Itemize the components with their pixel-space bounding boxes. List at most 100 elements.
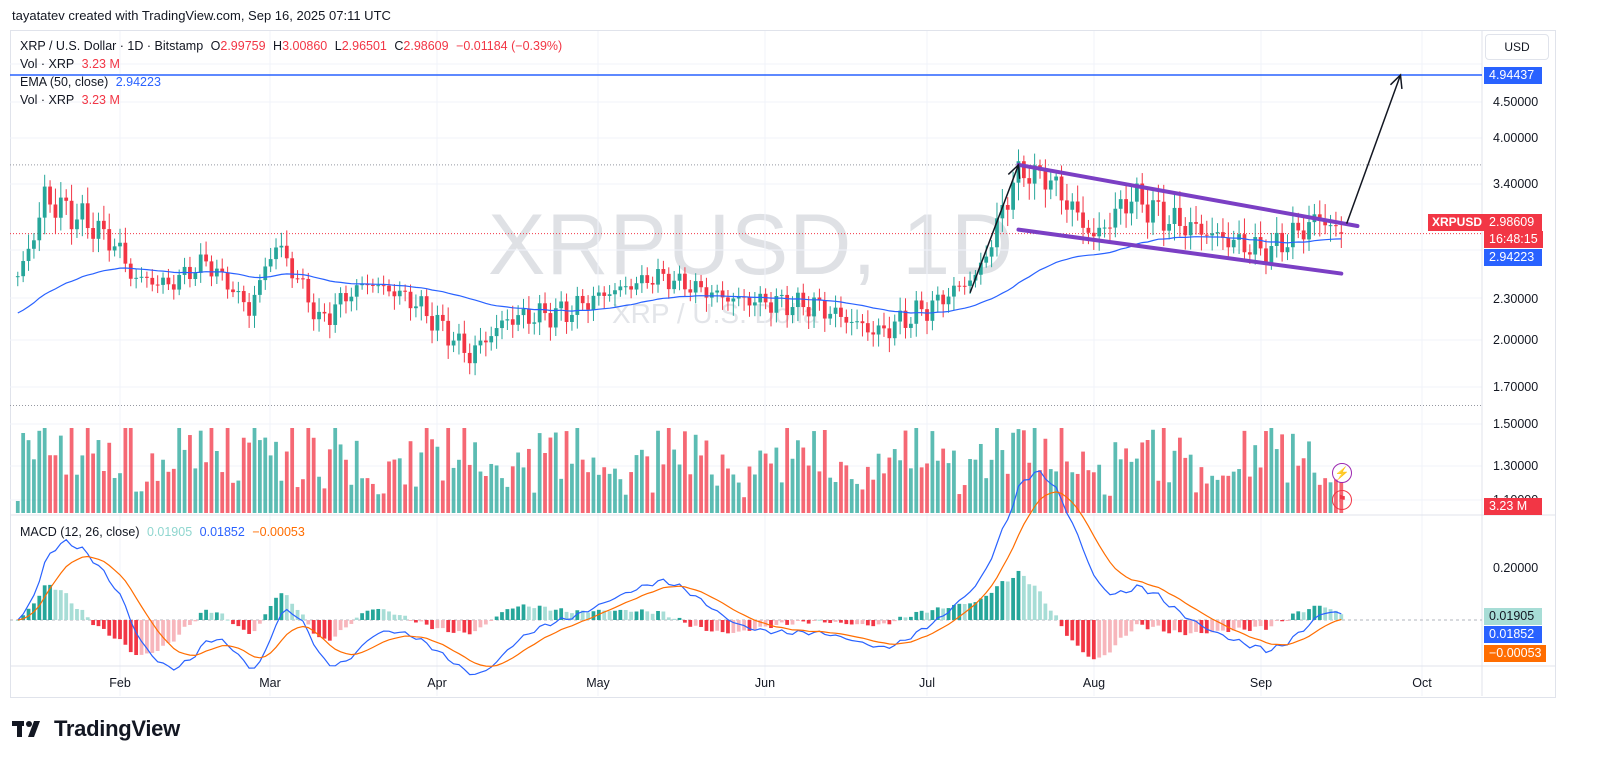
candle-body [274,247,278,260]
macd-histogram-bar [1199,620,1204,634]
candle-body [435,314,440,331]
volume-bar [1237,469,1241,513]
macd-histogram-bar [258,620,262,624]
volume-bar [101,470,106,513]
volume-bar [1172,450,1177,513]
volume-bar [1280,434,1284,513]
candle-body [607,294,612,296]
time-tick: Sep [1249,676,1273,690]
candle-body [1065,200,1069,210]
macd-histogram-bar [387,611,391,620]
candle-body [1054,176,1059,181]
volume-bar [32,459,36,513]
tradingview-logo[interactable]: TradingView [12,716,180,742]
macd-histogram-bar [1156,620,1161,626]
candle-body [876,325,881,335]
candle-body [952,285,956,297]
candle-body [1102,227,1107,229]
volume-legend-2[interactable]: Vol · XRP 3.23 M [20,93,124,107]
volume-bar [1102,494,1107,513]
macd-histogram-bar [968,603,972,620]
candle-body [1307,222,1311,240]
volume-bar [892,449,897,513]
candle-body [1226,237,1231,248]
volume-bar [1038,470,1042,513]
volume-bar [209,428,214,513]
flag-icon[interactable]: ⚑ [1332,490,1352,510]
candle-body [306,278,311,303]
candle-body [209,261,214,277]
macd-histogram-bar [812,620,816,621]
volume-bar [543,453,547,513]
volume-bar [699,455,703,513]
volume-bar [75,474,79,513]
volume-bar [376,494,381,513]
candle-body [559,301,564,309]
volume-bar [898,460,903,513]
candle-body [839,307,843,317]
price-tick: 4.00000 [1493,131,1539,145]
macd-histogram-bar [666,617,671,620]
macd-histogram-bar [333,620,338,637]
candle-body [989,247,994,257]
macd-histogram-bar [263,614,268,620]
volume-bar [1178,437,1182,513]
macd-histogram-bar [1183,620,1188,636]
candle-body [1161,201,1166,231]
candle-body [586,303,590,310]
symbol-badge: XRPUSD [1428,214,1487,231]
volume-bar [527,448,531,513]
volume-bar [1151,429,1155,513]
ema-legend[interactable]: EMA (50, close) 2.94223 [20,75,165,89]
candle-body [537,303,542,323]
volume-bar [1027,462,1032,513]
volume-bar [973,459,978,513]
volume-bar [957,494,962,513]
macd-legend[interactable]: MACD (12, 26, close) 0.01905 0.01852 −0.… [20,525,309,539]
volume-bar [85,428,90,513]
macd-histogram-bar [618,609,623,620]
macd-histogram-bar [645,611,650,620]
volume-bar [559,478,564,513]
candle-body [1328,225,1333,227]
macd-histogram-bar [171,620,176,642]
volume-bar [1145,440,1150,513]
macd-histogram-bar [1091,620,1096,660]
macd-histogram-bar [42,585,47,620]
macd-signal-value: −0.00053 [252,525,305,539]
candle-body [1188,222,1193,236]
macd-histogram-bar [1048,610,1053,620]
macd-histogram-bar [952,604,956,620]
volume-bar [252,428,257,513]
volume-bar [683,431,687,513]
volume-bar [553,432,558,513]
macd-label: MACD (12, 26, close) [20,525,140,539]
volume-bar [736,482,741,513]
volume-bar [774,447,779,513]
candle-body [1258,237,1263,249]
volume-bar [1210,475,1215,513]
macd-histogram-bar [214,612,219,620]
macd-histogram-bar [817,619,822,621]
volume-bar [978,443,983,513]
volume-legend[interactable]: Vol · XRP 3.23 M [20,57,124,71]
symbol-legend[interactable]: XRP / U.S. Dollar · 1D · Bitstamp O2.997… [20,39,566,53]
macd-histogram-bar [683,620,687,623]
macd-histogram-bar [327,620,332,641]
candle-body [715,290,720,293]
volume-bar [1118,459,1123,513]
volume-label: Vol · XRP [20,57,75,71]
volume-bar [306,428,311,513]
volume-bar [779,482,784,513]
ema-label: EMA (50, close) [20,75,109,89]
currency-button[interactable]: USD [1485,34,1549,60]
candle-body [500,320,504,329]
lightning-icon[interactable]: ⚡ [1332,463,1352,483]
candle-body [645,275,650,283]
volume-bar [763,453,768,513]
volume-bar [338,444,343,513]
macd-histogram-bar [779,620,784,623]
candle-body [290,258,295,279]
volume-bar [548,437,553,513]
